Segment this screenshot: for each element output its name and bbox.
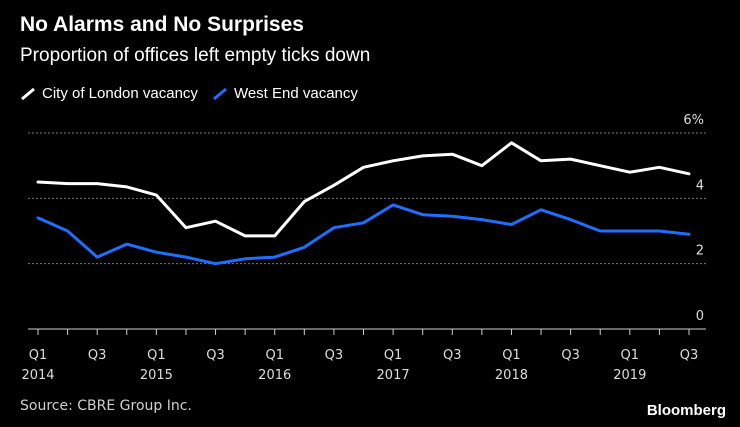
- x-tick-label-q3: Q3: [443, 348, 462, 363]
- x-tick-year-2017: 2017: [377, 368, 410, 383]
- x-tick-label-q1: Q1: [29, 348, 48, 363]
- x-tick-label-q1: Q1: [502, 348, 521, 363]
- y-tick-label-4: 4: [696, 178, 704, 193]
- x-tick-label-q3: Q3: [680, 348, 699, 363]
- x-tick-label-q1: Q1: [621, 348, 640, 363]
- legend-item-city: City of London vacancy: [20, 85, 198, 102]
- x-tick-label-q1: Q1: [265, 348, 284, 363]
- x-tick-label-q3: Q3: [206, 348, 225, 363]
- x-tick-year-2014: 2014: [21, 368, 54, 383]
- y-tick-label-2: 2: [696, 244, 704, 259]
- series-line-west-end: [36, 203, 691, 266]
- legend-swatch-city: [21, 87, 35, 100]
- y-tick-label-0: 0: [696, 309, 704, 324]
- x-tick-label-q1: Q1: [147, 348, 166, 363]
- x-tick-label-q3: Q3: [325, 348, 344, 363]
- x-tick-label-q3: Q3: [561, 348, 580, 363]
- x-tick-label-q1: Q1: [384, 348, 403, 363]
- chart-title: No Alarms and No Surprises: [20, 13, 304, 36]
- series-line-city-of-london: [36, 141, 691, 238]
- legend-item-westend: West End vacancy: [212, 85, 358, 102]
- x-tick-year-2018: 2018: [495, 368, 528, 383]
- source-note: Source: CBRE Group Inc.: [20, 398, 192, 414]
- x-tick-year-2019: 2019: [613, 368, 646, 383]
- x-tick-year-2016: 2016: [258, 368, 291, 383]
- legend-label-city: City of London vacancy: [42, 85, 198, 102]
- y-tick-label-6: 6%: [683, 113, 704, 128]
- chart-subtitle: Proportion of offices left empty ticks d…: [20, 45, 371, 66]
- x-tick-year-2015: 2015: [140, 368, 173, 383]
- brand-logo: Bloomberg: [646, 402, 726, 419]
- chart-legend: City of London vacancy West End vacancy: [20, 85, 372, 102]
- x-tick-label-q3: Q3: [88, 348, 107, 363]
- legend-swatch-westend: [212, 87, 227, 100]
- legend-label-westend: West End vacancy: [233, 85, 358, 102]
